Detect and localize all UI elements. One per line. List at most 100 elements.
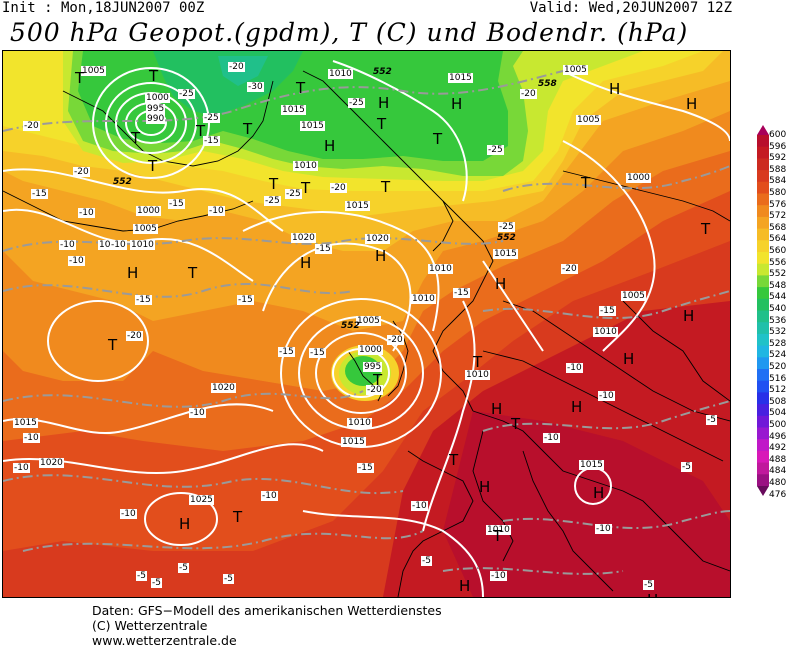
high-pressure-marker: H: [375, 247, 387, 265]
pressure-label: 1020: [291, 233, 316, 243]
low-pressure-marker: T: [149, 67, 159, 85]
geopotential-label: 552: [497, 233, 516, 243]
temperature-label: -10: [595, 524, 612, 534]
low-pressure-marker: T: [381, 178, 391, 196]
pressure-label: 1015: [300, 121, 325, 131]
temperature-label: -20: [561, 264, 578, 274]
pressure-label: 995: [363, 362, 383, 372]
temperature-label: -10: [598, 391, 615, 401]
high-pressure-marker: H: [593, 484, 605, 502]
low-pressure-marker: T: [148, 157, 158, 175]
scale-value-label: 528: [769, 338, 787, 349]
footer-data-source: Daten: GFS−Modell des amerikanischen Wet…: [92, 603, 442, 618]
temperature-label: -25: [348, 98, 365, 108]
scale-swatch: [757, 205, 769, 218]
temperature-label: -5: [421, 556, 432, 566]
temperature-label: -5: [681, 462, 692, 472]
valid-time-text: Valid: Wed,20JUN2007 12Z: [529, 0, 732, 16]
scale-value-label: 568: [769, 222, 787, 233]
scale-value-label: 592: [769, 153, 787, 164]
temperature-label: -15: [599, 306, 616, 316]
scale-value-label: 492: [769, 443, 787, 454]
low-pressure-marker: T: [373, 371, 383, 389]
field-540: [153, 51, 303, 116]
scale-swatch: [757, 415, 769, 428]
pressure-label: 1000: [358, 345, 383, 355]
temperature-label: -15: [278, 347, 295, 357]
temperature-label: -15: [357, 463, 374, 473]
scale-swatch: [757, 369, 769, 382]
scale-swatch: [757, 287, 769, 300]
high-pressure-marker: H: [179, 515, 191, 533]
scale-swatch: [757, 380, 769, 393]
scale-swatch: [757, 240, 769, 253]
pressure-label: 995: [146, 104, 166, 114]
high-pressure-marker: H: [647, 593, 658, 598]
scale-swatch: [757, 322, 769, 335]
pressure-label: 1015: [281, 105, 306, 115]
field-588: [443, 411, 730, 597]
temperature-label: -15: [309, 348, 326, 358]
temperature-label: -10: [59, 240, 76, 250]
low-pressure-marker: T: [433, 130, 443, 148]
temperature-label: -15: [453, 288, 470, 298]
pressure-label: 1015: [448, 73, 473, 83]
map-title: 500 hPa Geopot.(gpdm), T (C) und Bodendr…: [10, 18, 689, 47]
scale-swatch: [757, 158, 769, 171]
scale-value-label: 556: [769, 257, 787, 268]
scale-swatch: [757, 357, 769, 370]
temperature-label: -10: [120, 509, 137, 519]
temperature-label: -20: [73, 167, 90, 177]
low-pressure-marker: T: [473, 353, 483, 371]
scale-swatch: [757, 310, 769, 323]
temperature-label: -20: [330, 183, 347, 193]
temperature-label: -20: [366, 385, 383, 395]
high-pressure-marker: H: [683, 307, 695, 325]
temperature-label: -10: [13, 463, 30, 473]
scale-value-label: 524: [769, 350, 787, 361]
footer-url[interactable]: www.wetterzentrale.de: [92, 633, 237, 648]
low-pressure-marker: T: [296, 79, 306, 97]
geopotential-label: 552: [341, 321, 360, 331]
pressure-label: 1015: [493, 249, 518, 259]
temperature-label: -5: [223, 574, 234, 584]
pressure-label: 1020: [365, 234, 390, 244]
scale-swatch: [757, 404, 769, 417]
high-pressure-marker: H: [479, 478, 491, 496]
scale-value-label: 488: [769, 454, 787, 465]
scale-swatch: [757, 170, 769, 183]
pressure-label: 1015: [579, 460, 604, 470]
temperature-label: -25: [203, 113, 220, 123]
high-pressure-marker: H: [324, 137, 336, 155]
scale-value-label: 496: [769, 431, 787, 442]
scale-swatch: [757, 275, 769, 288]
color-scale: [757, 125, 769, 519]
temperature-label: -15: [203, 136, 220, 146]
high-pressure-marker: H: [300, 254, 312, 272]
geopotential-label: 552: [113, 177, 132, 187]
high-pressure-marker: H: [451, 95, 463, 113]
temperature-label: -5: [178, 563, 189, 573]
pressure-label: 1000: [145, 93, 170, 103]
temperature-label: -30: [247, 82, 264, 92]
low-pressure-marker: T: [449, 451, 459, 469]
scale-value-label: 548: [769, 280, 787, 291]
scale-value-label: 584: [769, 176, 787, 187]
scale-value-label: 588: [769, 164, 787, 175]
pressure-label: 1010: [465, 370, 490, 380]
pressure-label: 1010: [486, 525, 511, 535]
scale-top-arrow: [757, 125, 769, 135]
temperature-label: -10: [68, 256, 85, 266]
low-pressure-marker: T: [196, 122, 206, 140]
pressure-label: 1005: [563, 65, 588, 75]
low-pressure-marker: T: [701, 220, 711, 238]
pressure-label: 1005: [576, 115, 601, 125]
scale-value-label: 576: [769, 199, 787, 210]
pressure-label: 1010: [411, 294, 436, 304]
scale-swatch: [757, 135, 769, 148]
init-time-text: Init : Mon,18JUN2007 00Z: [2, 0, 205, 16]
low-pressure-marker: T: [301, 179, 311, 197]
pressure-label: 1015: [345, 201, 370, 211]
scale-swatch: [757, 450, 769, 464]
temperature-label: -10: [78, 208, 95, 218]
